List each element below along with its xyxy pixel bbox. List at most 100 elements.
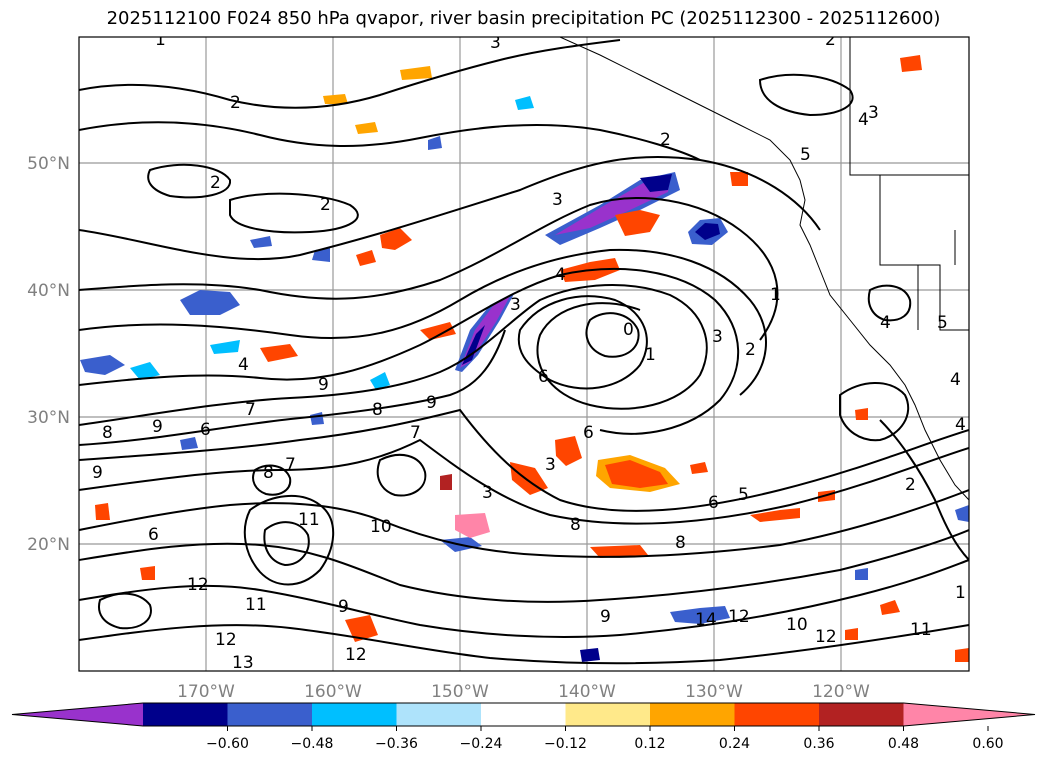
contour-label: 4: [555, 265, 566, 285]
colorbar-tick-label: −0.48: [291, 736, 334, 752]
contour-label: 3: [490, 33, 501, 53]
lon-label: 170°W: [177, 682, 235, 702]
contour-label: 12: [187, 575, 209, 595]
colorbar-swatch: [143, 703, 228, 726]
contour-label: 9: [426, 393, 437, 413]
colorbar-swatch: [481, 703, 566, 726]
contour-label: 3: [482, 483, 493, 503]
contour-label: 2: [905, 475, 916, 495]
longitude-labels: 170°W 160°W 150°W 140°W 130°W 120°W: [177, 682, 870, 702]
contour-label: 10: [370, 517, 392, 537]
contour-label: 11: [910, 620, 932, 640]
contour-label: 3: [868, 103, 879, 123]
map-area: [79, 37, 969, 671]
contour-label: 7: [410, 423, 421, 443]
contour-label: 1: [770, 285, 781, 305]
qvapor-contours: [79, 39, 969, 665]
precip-patches: [80, 55, 969, 662]
colorbar-outline: [11, 702, 1036, 727]
lon-label: 130°W: [685, 682, 743, 702]
contour-label: 5: [937, 313, 948, 333]
contour-label: 8: [372, 400, 383, 420]
contour-label: 12: [815, 627, 837, 647]
contour-label: 4: [880, 313, 891, 333]
lat-label: 30°N: [27, 408, 70, 428]
colorbar-tick-label: −0.36: [375, 736, 418, 752]
contour-label: 8: [675, 533, 686, 553]
contour-label: 1: [155, 30, 166, 50]
colorbar-extend-high: [903, 703, 1035, 726]
contour-label: 3: [712, 327, 723, 347]
contour-label: 14: [695, 610, 717, 630]
colorbar-tick-label: 0.48: [888, 736, 919, 752]
contour-label: 4: [238, 355, 249, 375]
contour-label: 2: [320, 195, 331, 215]
contour-label: 9: [318, 375, 329, 395]
contour-label: 5: [738, 485, 749, 505]
colorbar-swatch: [396, 703, 482, 726]
colorbar: −0.60 −0.48 −0.36 −0.24 −0.12 0.12 0.24 0.36 0.4…: [11, 702, 1036, 752]
lon-label: 160°W: [304, 682, 362, 702]
contour-label: 9: [600, 607, 611, 627]
contour-labels: 1 3 2 2 3 2 2 4 3 2 5 4 3 0 1 3 2 1 4 5 …: [92, 30, 966, 673]
graticule: [79, 37, 969, 671]
colorbar-tick-label: 0.24: [719, 736, 750, 752]
contour-label: 11: [245, 595, 267, 615]
contour-label: 2: [660, 130, 671, 150]
contour-label: 4: [950, 370, 961, 390]
colorbar-swatch: [312, 703, 397, 726]
contour-label: 6: [148, 525, 159, 545]
colorbar-tick-label: −0.24: [460, 736, 503, 752]
coastline: [559, 37, 969, 501]
colorbar-tick-label: 0.12: [634, 736, 665, 752]
contour-label: 12: [345, 645, 367, 665]
contour-label: 6: [200, 420, 211, 440]
lon-label: 120°W: [812, 682, 870, 702]
contour-label: 9: [152, 417, 163, 437]
contour-label: 1: [955, 583, 966, 603]
contour-label: 7: [245, 400, 256, 420]
colorbar-swatch: [565, 703, 651, 726]
contour-label: 3: [510, 295, 521, 315]
lon-label: 150°W: [431, 682, 489, 702]
contour-label: 6: [583, 423, 594, 443]
contour-label: 1: [645, 345, 656, 365]
contour-label: 2: [745, 340, 756, 360]
contour-label: 10: [786, 615, 808, 635]
colorbar-swatch: [227, 703, 313, 726]
contour-label: 2: [825, 30, 836, 50]
contour-label: 12: [215, 630, 237, 650]
contour-label: 4: [955, 415, 966, 435]
contour-label: 6: [708, 493, 719, 513]
lon-label: 140°W: [558, 682, 616, 702]
map-frame: [78, 36, 970, 672]
contour-label: 2: [230, 93, 241, 113]
contour-label: 6: [538, 367, 549, 387]
contour-label: 3: [545, 455, 556, 475]
colorbar-tick-label: −0.12: [544, 736, 587, 752]
contour-label: 9: [92, 463, 103, 483]
contour-label: 12: [728, 607, 750, 627]
contour-label: 2: [210, 173, 221, 193]
lat-label: 40°N: [27, 281, 70, 301]
lat-label: 20°N: [27, 535, 70, 555]
colorbar-tick-label: −0.60: [206, 736, 249, 752]
colorbar-swatch: [650, 703, 735, 726]
colorbar-swatch: [734, 703, 820, 726]
colorbar-tick-label: 0.60: [972, 736, 1003, 752]
contour-label: 3: [552, 190, 563, 210]
colorbar-swatch: [819, 703, 904, 726]
contour-label: 11: [298, 510, 320, 530]
contour-label: 7: [285, 455, 296, 475]
lat-label: 50°N: [27, 154, 70, 174]
contour-label: 4: [858, 110, 869, 130]
colorbar-extend-low: [12, 703, 143, 726]
colorbar-tick-label: 0.36: [803, 736, 834, 752]
contour-label: 13: [232, 653, 254, 673]
contour-label: 0: [623, 320, 634, 340]
map-title: 2025112100 F024 850 hPa qvapor, river ba…: [106, 8, 941, 29]
latitude-labels: 50°N 40°N 30°N 20°N: [27, 154, 70, 555]
contour-label: 8: [263, 463, 274, 483]
map-content: 1 3 2 2 3 2 2 4 3 2 5 4 3 0 1 3 2 1 4 5 …: [79, 30, 969, 673]
